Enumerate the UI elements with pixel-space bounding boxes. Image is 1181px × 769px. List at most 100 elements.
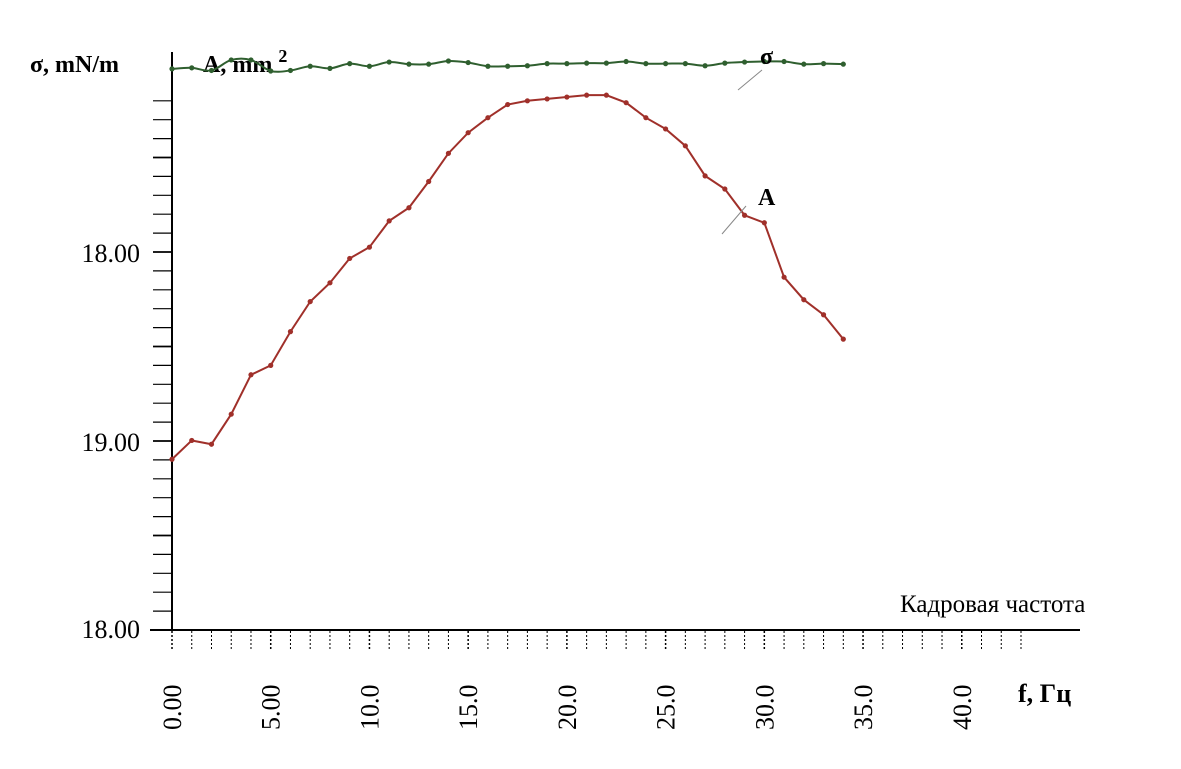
area-series-label: A [758,185,776,211]
sigma-data-point [208,67,215,74]
sigma-callout-line [737,69,763,91]
x-tick-label: 5.00 [257,685,286,731]
area-data-point [643,115,649,121]
sigma-data-point [722,60,728,66]
area-data-point [386,218,392,224]
sigma-data-point [702,63,708,69]
area-data-point [208,441,215,447]
frame-rate-annotation: Кадровая частота [900,591,1085,618]
sigma-data-point [327,65,333,71]
area-data-point [406,205,412,211]
sigma-data-point [426,61,432,67]
sigma-data-point [445,58,452,64]
area-data-point [702,173,708,179]
x-tick-label: 10.0 [355,685,384,731]
sigma-data-point [663,61,669,67]
area-data-point [603,92,609,98]
area-callout: A [721,185,776,235]
area-data-point [366,244,373,250]
x-tick-label: 0.00 [158,685,187,731]
area-data-point [584,92,590,98]
area-data-point [682,143,688,149]
sigma-data-point [485,63,491,69]
area-data-point [544,96,550,102]
sigma-data-point [347,61,353,67]
area-series-line [171,94,845,460]
sigma-data-point [682,61,688,67]
area-data-point [485,115,491,121]
x-axis-label: f, Гц [1018,679,1071,708]
sigma-data-point [840,61,846,67]
sigma-data-point [544,61,550,67]
area-data-point [347,255,353,262]
sigma-data-point [761,58,767,65]
area-data-point [524,98,530,104]
x-tick-label: 35.0 [849,685,878,731]
area-data-point [169,456,175,462]
y-minor-ticks [153,100,172,631]
sigma-data-point [603,60,609,66]
sigma-data-point [287,67,294,74]
y-axis-label-area-sup: 2 [278,46,287,66]
series-layer [169,57,846,462]
area-data-point [801,297,807,303]
area-data-point [287,329,294,335]
x-tick-label: 40.0 [948,685,977,731]
sigma-data-point [406,61,412,67]
sigma-data-point [169,66,175,72]
area-data-point [761,220,767,226]
sigma-data-point [584,60,590,66]
sigma-data-point [307,63,313,69]
sigma-data-point [386,59,392,65]
y-axis-label-sigma: σ, mN/m [30,52,119,78]
area-data-point [307,298,313,305]
area-callout-line [721,205,747,235]
sigma-data-point [465,59,471,66]
x-tick-labels: 0.00 5.00 10.0 15.0 20.0 25.0 30.0 35.0 40.0 [158,685,977,731]
y-tick-label: 18.00 [82,239,141,268]
x-tick-label: 20.0 [553,685,582,731]
area-data-point [426,178,432,185]
area-data-point [445,150,452,156]
sigma-data-point [623,58,629,65]
area-data-point [741,212,748,218]
y-tick-label: 19.00 [82,428,141,457]
x-tick-label: 25.0 [652,685,681,731]
sigma-data-point [248,57,254,63]
sigma-data-point [189,65,195,71]
sigma-data-point [820,61,827,67]
area-data-point [840,336,846,342]
sigma-data-point [366,63,373,69]
area-data-point [268,362,274,368]
y-tick-label: 18.00 [82,615,141,644]
x-tick-label: 15.0 [454,685,483,731]
area-data-point [781,274,787,280]
sigma-data-point [801,61,807,67]
area-data-point [228,411,234,417]
area-data-point [663,126,669,132]
sigma-data-point [741,59,748,65]
area-data-point [623,100,629,106]
sigma-data-point [268,68,274,74]
area-data-point [564,94,570,100]
area-data-point [189,437,195,444]
area-data-point [722,186,728,192]
sigma-series-label: σ [760,44,773,70]
area-data-point [248,372,254,378]
area-data-point [465,130,471,136]
sigma-callout: σ [737,44,773,91]
sigma-data-point [505,63,511,69]
sigma-data-point [524,63,530,69]
x-minor-ticks [171,631,1022,650]
area-data-point [327,280,333,286]
y-axis-label-area-text: A, mm [203,52,272,78]
y-axis-label-area: A, mm 2 [203,46,287,78]
sigma-data-point [564,61,570,67]
sigma-data-point [781,58,787,65]
sigma-data-point [228,57,234,63]
sigma-data-point [643,61,649,67]
area-data-point [820,312,827,318]
x-tick-label: 30.0 [750,685,779,731]
area-data-point [505,101,511,108]
